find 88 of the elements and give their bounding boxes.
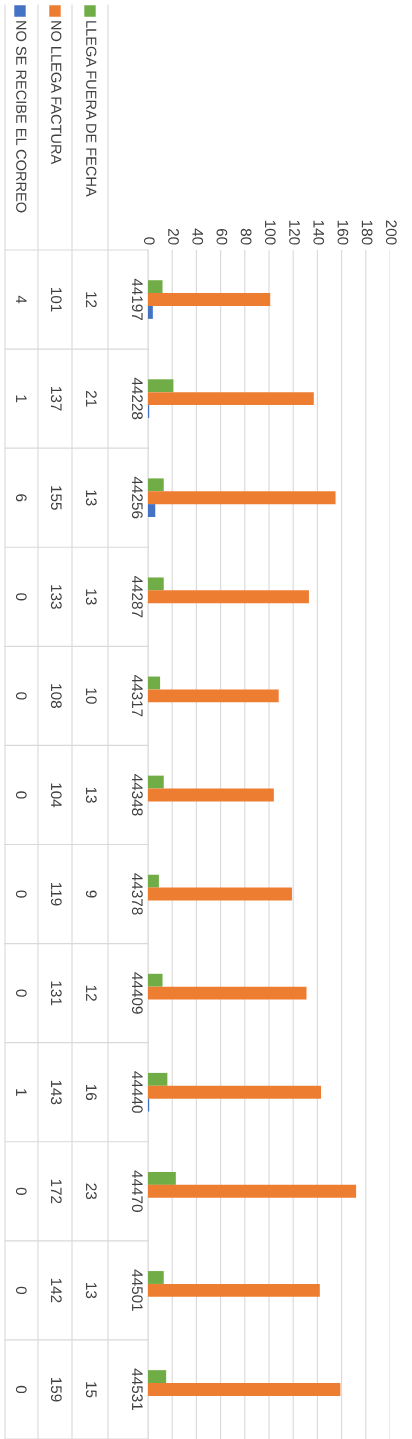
data-label: 16	[85, 1084, 97, 1101]
x-tick-label: 60	[216, 228, 228, 245]
data-label: 10	[85, 688, 97, 704]
x-tick-label: 20	[168, 228, 179, 245]
data-label: 6	[15, 494, 27, 502]
x-tick-label: 120	[289, 220, 300, 245]
data-label: 13	[85, 490, 97, 506]
data-label: 172	[51, 1179, 62, 1204]
data-label: 1	[16, 1089, 27, 1096]
bar	[148, 478, 164, 492]
legend-label: NO LLEGA FACTURA	[51, 21, 62, 165]
data-label: 4	[16, 295, 27, 304]
bar	[148, 1271, 164, 1284]
data-label: 0	[15, 1286, 27, 1295]
data-label: 131	[50, 981, 62, 1006]
bar	[148, 577, 164, 591]
bar	[148, 280, 163, 294]
bar	[148, 392, 314, 406]
bar	[148, 775, 164, 789]
y-tick-label: 44348	[131, 774, 143, 816]
bar	[148, 1085, 322, 1099]
x-tick-label: 160	[337, 220, 349, 245]
data-label: 0	[15, 890, 27, 898]
data-label: 137	[50, 387, 62, 411]
data-label: 0	[15, 1385, 27, 1394]
x-tick-label: 40	[192, 228, 204, 245]
data-label: 12	[86, 292, 97, 308]
data-label: 0	[15, 692, 27, 700]
bar	[148, 590, 309, 604]
data-label: 108	[50, 684, 62, 708]
bar	[148, 1370, 167, 1384]
bar	[148, 305, 153, 319]
y-tick-label: 44228	[131, 377, 143, 420]
data-label: 9	[85, 890, 97, 898]
data-label: 155	[50, 486, 62, 510]
bar	[148, 379, 174, 393]
x-tick-label: 100	[264, 220, 276, 245]
bar	[148, 1283, 320, 1297]
data-label: 104	[50, 783, 62, 808]
bar	[148, 293, 271, 306]
data-label: 0	[15, 989, 27, 997]
y-tick-label: 44378	[131, 873, 143, 915]
bar	[148, 986, 307, 1000]
bar	[148, 676, 161, 690]
x-tick-label: 80	[240, 228, 252, 245]
data-label: 13	[85, 787, 97, 803]
bar	[148, 887, 292, 901]
x-tick-label: 180	[361, 220, 373, 245]
bar	[148, 504, 156, 518]
data-label: 101	[50, 287, 62, 312]
bar	[148, 1171, 176, 1185]
bar	[148, 973, 163, 987]
data-label: 159	[50, 1377, 62, 1402]
bar	[148, 788, 274, 802]
data-label: 13	[85, 1283, 97, 1299]
y-tick-label: 44531	[131, 1368, 143, 1410]
data-label: 142	[51, 1278, 62, 1303]
bar	[148, 1072, 168, 1086]
y-tick-label: 44470	[131, 1170, 143, 1212]
legend-label: LLEGA FUERA DE FECHA	[86, 21, 97, 197]
data-label: 1	[16, 395, 27, 403]
y-tick-label: 44440	[131, 1071, 143, 1113]
x-tick-label: 0	[143, 237, 155, 245]
bar	[148, 874, 159, 888]
y-tick-label: 44317	[131, 674, 143, 717]
data-label: 23	[85, 1183, 97, 1200]
data-label: 15	[85, 1382, 97, 1398]
y-tick-label: 44501	[131, 1269, 143, 1311]
data-label: 119	[50, 883, 62, 906]
data-label: 12	[86, 985, 97, 1001]
data-label: 21	[86, 390, 97, 407]
data-label: 0	[15, 1187, 27, 1195]
bar	[148, 1383, 341, 1396]
data-label: 13	[85, 589, 97, 605]
bar	[148, 689, 279, 703]
x-tick-label: 140	[313, 220, 325, 245]
x-tick-label: 200	[385, 220, 397, 245]
y-tick-label: 44409	[131, 972, 143, 1014]
legend-label: NO SE RECIBE EL CORREO	[16, 21, 27, 213]
bar	[148, 1184, 357, 1198]
y-tick-label: 44287	[131, 575, 143, 618]
bar	[148, 491, 336, 505]
data-label: 133	[50, 585, 62, 609]
y-tick-label: 44256	[131, 476, 143, 519]
y-tick-label: 44197	[131, 278, 143, 321]
data-label: 0	[15, 593, 27, 601]
data-label: 0	[15, 791, 27, 799]
data-label: 143	[50, 1080, 62, 1105]
